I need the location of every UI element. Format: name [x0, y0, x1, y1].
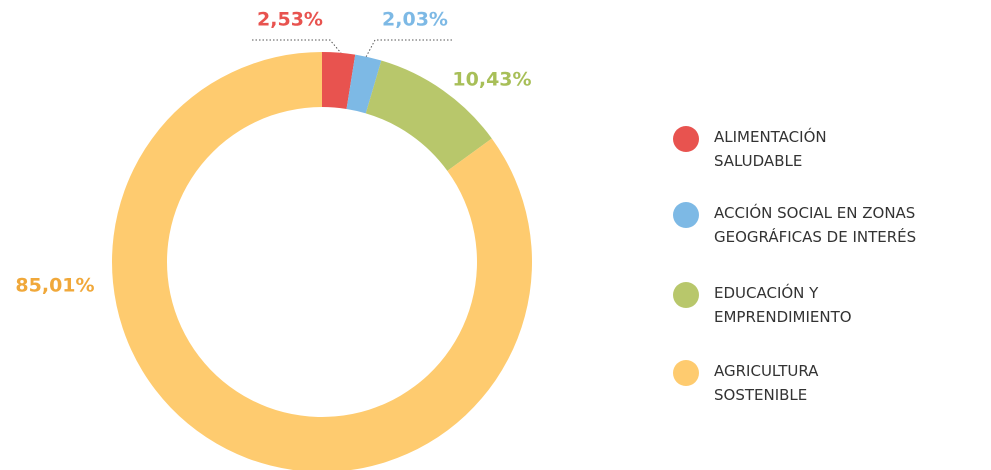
legend-swatch — [673, 202, 699, 228]
legend-label: ALIMENTACIÓN SALUDABLE — [714, 128, 827, 170]
leader-line — [365, 39, 452, 58]
value-label: 2,53% — [257, 9, 323, 31]
legend-swatch — [673, 282, 699, 308]
value-label: 85,01% — [15, 275, 94, 297]
leader-line — [252, 39, 342, 54]
value-label: 10,43% — [452, 69, 531, 91]
donut-slice — [365, 60, 492, 171]
legend-swatch — [673, 360, 699, 386]
value-label: 2,03% — [382, 9, 448, 31]
donut-slice — [322, 52, 356, 109]
legend-swatch — [673, 126, 699, 152]
legend-label: AGRICULTURA SOSTENIBLE — [714, 362, 819, 404]
donut-slice — [346, 54, 382, 114]
legend-label: ACCIÓN SOCIAL EN ZONAS GEOGRÁFICAS DE IN… — [714, 204, 917, 246]
legend-label: EDUCACIÓN Y EMPRENDIMIENTO — [714, 284, 852, 326]
